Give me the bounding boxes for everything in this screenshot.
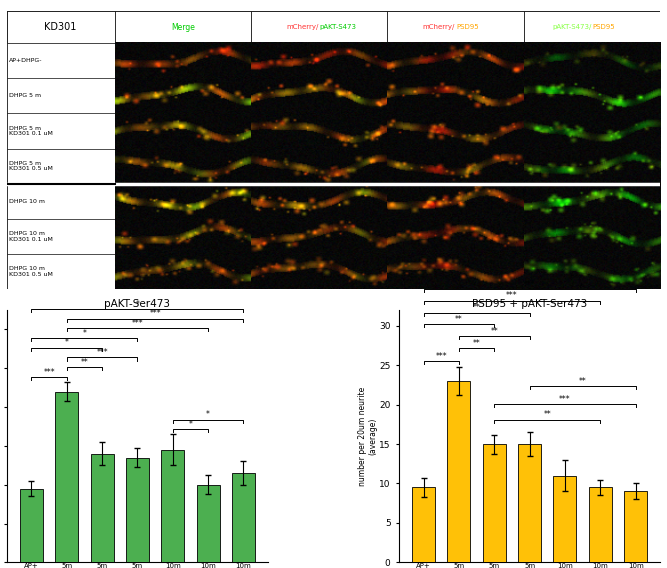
Text: DHPG 10 m
KD301 0.1 uM: DHPG 10 m KD301 0.1 uM [9, 231, 53, 241]
Bar [589, 487, 612, 562]
Bar [388, 43, 524, 78]
Text: mCherry/: mCherry/ [423, 24, 455, 30]
Text: AP+DHPG-: AP+DHPG- [9, 59, 43, 63]
Bar [388, 219, 524, 254]
Bar [524, 43, 660, 78]
Text: DHPG 5 m
KD301 0.1 uM: DHPG 5 m KD301 0.1 uM [9, 126, 53, 136]
Bar [251, 43, 388, 78]
Bar [115, 219, 251, 254]
Bar [251, 114, 388, 148]
Text: *: * [65, 339, 69, 348]
Text: **: ** [455, 315, 463, 324]
Bar [251, 148, 388, 183]
Bar [251, 78, 388, 114]
Text: ***: *** [506, 291, 518, 300]
Bar [251, 254, 388, 289]
Text: pAKT-S473/: pAKT-S473/ [552, 24, 592, 30]
Bar [412, 487, 435, 562]
Text: ***: *** [43, 367, 55, 377]
Bar [518, 444, 541, 562]
Text: PSD95: PSD95 [593, 24, 616, 30]
Text: **: ** [473, 339, 480, 348]
Text: ***: *** [436, 352, 447, 361]
Bar [7, 254, 115, 289]
Text: *: * [189, 420, 192, 429]
Bar [624, 491, 647, 562]
Bar [554, 475, 576, 562]
Bar [115, 43, 251, 78]
Bar [524, 114, 660, 148]
Text: **: ** [473, 303, 480, 312]
Bar [7, 148, 115, 183]
Bar [197, 485, 219, 562]
Bar [251, 219, 388, 254]
Bar [115, 78, 251, 114]
Text: ***: *** [96, 348, 108, 357]
Text: **: ** [81, 358, 88, 367]
Text: *: * [135, 300, 139, 308]
Y-axis label: number per 20um neurite
(average): number per 20um neurite (average) [358, 387, 378, 486]
Bar [388, 78, 524, 114]
Text: *: * [83, 329, 86, 338]
Text: DHPG 5 m: DHPG 5 m [9, 93, 41, 98]
Bar [55, 391, 78, 562]
Bar [7, 183, 115, 219]
Bar [251, 11, 388, 43]
Title: pAKT-Ser473: pAKT-Ser473 [105, 299, 170, 309]
Bar [20, 488, 43, 562]
Bar [388, 254, 524, 289]
Bar [7, 219, 115, 254]
Bar [388, 11, 524, 43]
Bar [524, 183, 660, 219]
Bar [251, 183, 388, 219]
Bar [91, 454, 113, 562]
Bar [448, 381, 470, 562]
Text: KD301: KD301 [45, 22, 77, 32]
Bar [7, 11, 115, 43]
Text: ***: *** [559, 395, 571, 404]
Text: DHPG 5 m
KD301 0.5 uM: DHPG 5 m KD301 0.5 uM [9, 161, 53, 172]
Bar [524, 78, 660, 114]
Bar [115, 11, 251, 43]
Bar [126, 458, 149, 562]
Bar [483, 444, 506, 562]
Bar [7, 114, 115, 148]
Text: PSD95: PSD95 [456, 24, 479, 30]
Text: ***: *** [524, 279, 536, 289]
Text: **: ** [490, 327, 498, 336]
Bar [524, 148, 660, 183]
Text: DHPG 10 m: DHPG 10 m [9, 199, 45, 204]
Bar [524, 219, 660, 254]
Bar [7, 43, 115, 78]
Bar [161, 450, 184, 562]
Text: Merge: Merge [171, 23, 195, 32]
Bar [7, 78, 115, 114]
Bar [115, 114, 251, 148]
Bar [232, 473, 255, 562]
Bar [388, 183, 524, 219]
Text: ***: *** [149, 310, 161, 318]
Bar [388, 114, 524, 148]
Bar [388, 148, 524, 183]
Text: ***: *** [131, 319, 143, 328]
Text: **: ** [544, 411, 551, 419]
Text: *: * [206, 410, 210, 419]
Bar [115, 254, 251, 289]
Bar [524, 11, 660, 43]
Bar [115, 183, 251, 219]
Bar [524, 254, 660, 289]
Text: pAKT-S473: pAKT-S473 [320, 24, 357, 30]
Text: mCherry/: mCherry/ [286, 24, 319, 30]
Text: **: ** [579, 377, 586, 386]
Bar [115, 148, 251, 183]
Text: DHPG 10 m
KD301 0.5 uM: DHPG 10 m KD301 0.5 uM [9, 266, 53, 277]
Title: PSD95 + pAKT-Ser473: PSD95 + pAKT-Ser473 [472, 299, 587, 309]
